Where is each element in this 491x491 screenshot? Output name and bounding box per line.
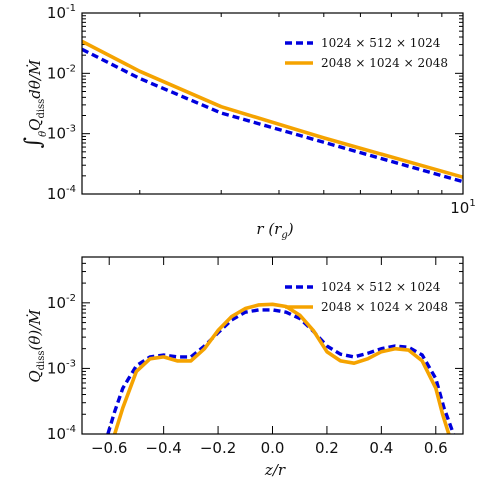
y-tick-label: 10-3 [47,358,76,377]
bottom-panel: 10-2 10-3 10-4 −0.6 −0.4 −0.2 0.0 0.2 0.4 0.6 1024… [26,256,464,479]
x-tick-label: 0.4 [369,439,393,457]
y-tick-label: 10-3 [47,124,76,143]
legend-label: 1024 × 512 × 1024 [321,280,441,294]
x-axis-label: r (rg) [256,220,293,241]
minor-ticks [82,13,463,194]
y-tick-label: 10-4 [47,424,76,443]
y-axis-label: Qdiss(θ)/Ṁ [26,309,47,383]
series-line-2 [112,302,451,434]
legend-label: 1024 × 512 × 1024 [321,36,441,50]
legend: 1024 × 512 × 1024 2048 × 1024 × 2048 [285,280,448,314]
minor-ticks [82,262,463,415]
y-tick-label: 10-2 [47,63,76,82]
x-tick-label: −0.2 [200,439,236,457]
plot-frame [81,256,464,435]
x-tick-label: 0.0 [261,439,285,457]
series-group [106,302,456,434]
x-tick-label: 0.6 [424,439,448,457]
x-tick-label: −0.6 [91,439,127,457]
x-tick-label: −0.4 [145,439,181,457]
series-line-1 [106,308,456,434]
legend-label: 2048 × 1024 × 2048 [321,56,448,70]
y-tick-label: 10-2 [47,293,76,312]
y-axis-label: ∫θQdissdθ/Ṁ [21,59,49,148]
x-axis-label: z/r [264,461,286,479]
top-panel: 10-1 10-2 10-3 10-4 101 1024 × 512 × 1024 2048… [21,3,476,241]
series-line-1 [82,47,463,184]
y-tick-label: 10-4 [47,184,76,203]
x-tick-label: 0.2 [315,439,339,457]
series-group [82,39,463,184]
legend-label: 2048 × 1024 × 2048 [321,300,448,314]
y-tick-label: 10-1 [47,3,76,22]
x-tick-label: 101 [450,198,475,217]
legend: 1024 × 512 × 1024 2048 × 1024 × 2048 [285,36,448,70]
plot-frame [81,12,464,195]
series-line-2 [82,39,463,179]
